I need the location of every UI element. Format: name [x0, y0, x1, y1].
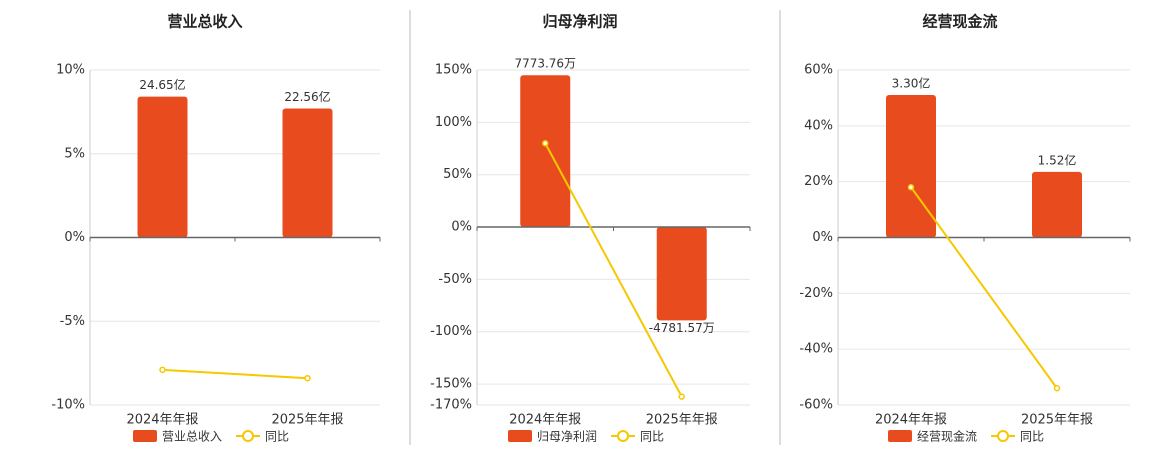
- y-tick-label: 40%: [804, 118, 833, 133]
- bar: [520, 75, 571, 228]
- y-tick-label: 20%: [804, 174, 833, 189]
- data-label: -4781.57万: [649, 321, 715, 335]
- legend-label: 同比: [265, 430, 289, 444]
- line-point: [542, 140, 549, 147]
- y-tick-label: -150%: [430, 377, 472, 392]
- data-label: 3.30亿: [892, 76, 931, 91]
- y-tick-label: 100%: [435, 115, 472, 130]
- bar: [886, 95, 936, 238]
- y-tick-label: 0%: [64, 230, 85, 245]
- y-tick-label: 5%: [64, 146, 85, 161]
- y-tick-label: 10%: [56, 63, 85, 78]
- legend-label: 同比: [640, 430, 664, 444]
- line: [910, 186, 1058, 389]
- bar: [656, 227, 707, 321]
- legend-swatch: [508, 430, 532, 442]
- y-tick-label: 0%: [812, 230, 833, 245]
- y-tick-label: -5%: [60, 314, 85, 329]
- x-tick-label: 2025年年报: [646, 413, 718, 428]
- x-tick-label: 2024年年报: [875, 413, 947, 428]
- bar: [282, 108, 333, 238]
- x-tick-label: 2025年年报: [1021, 413, 1093, 428]
- legend-swatch: [242, 430, 255, 442]
- line: [544, 142, 683, 398]
- line-point: [304, 374, 311, 382]
- legend-label: 同比: [1020, 430, 1044, 444]
- chart-title: 经营现金流: [922, 13, 997, 31]
- x-tick-label: 2024年年报: [126, 413, 198, 428]
- chart-title: 归母净利润: [542, 13, 617, 31]
- data-label: 24.65亿: [139, 77, 185, 92]
- line-point: [907, 184, 915, 191]
- legend-label: 营业总收入: [162, 430, 222, 444]
- y-tick-label: -10%: [51, 398, 85, 413]
- bar: [137, 96, 188, 238]
- y-tick-label: -60%: [799, 398, 833, 413]
- line-point: [1053, 385, 1061, 392]
- y-tick-label: -20%: [799, 286, 833, 301]
- y-tick-label: 60%: [804, 63, 833, 78]
- legend-swatch: [888, 430, 912, 442]
- y-tick-label: 150%: [435, 63, 472, 78]
- y-tick-label: 0%: [451, 220, 472, 235]
- legend-label: 经营现金流: [917, 429, 977, 444]
- data-label: 7773.76万: [514, 57, 576, 71]
- y-tick-label: -100%: [430, 324, 472, 339]
- y-tick-label: 50%: [443, 167, 472, 182]
- x-tick-label: 2024年年报: [509, 413, 581, 428]
- line-point: [678, 393, 685, 400]
- line: [162, 368, 308, 380]
- y-tick-label: -50%: [438, 272, 472, 287]
- legend-swatch: [617, 430, 630, 442]
- legend-swatch: [133, 430, 157, 442]
- data-label: 1.52亿: [1038, 152, 1077, 167]
- line-point: [159, 366, 166, 374]
- chart-title: 营业总收入: [167, 13, 242, 31]
- legend-swatch: [997, 430, 1010, 442]
- y-tick-label: -170%: [430, 398, 472, 413]
- data-label: 22.56亿: [284, 89, 330, 104]
- x-tick-label: 2025年年报: [271, 413, 343, 428]
- legend-label: 归母净利润: [537, 430, 597, 444]
- bar: [1032, 171, 1082, 238]
- y-tick-label: -40%: [799, 342, 833, 357]
